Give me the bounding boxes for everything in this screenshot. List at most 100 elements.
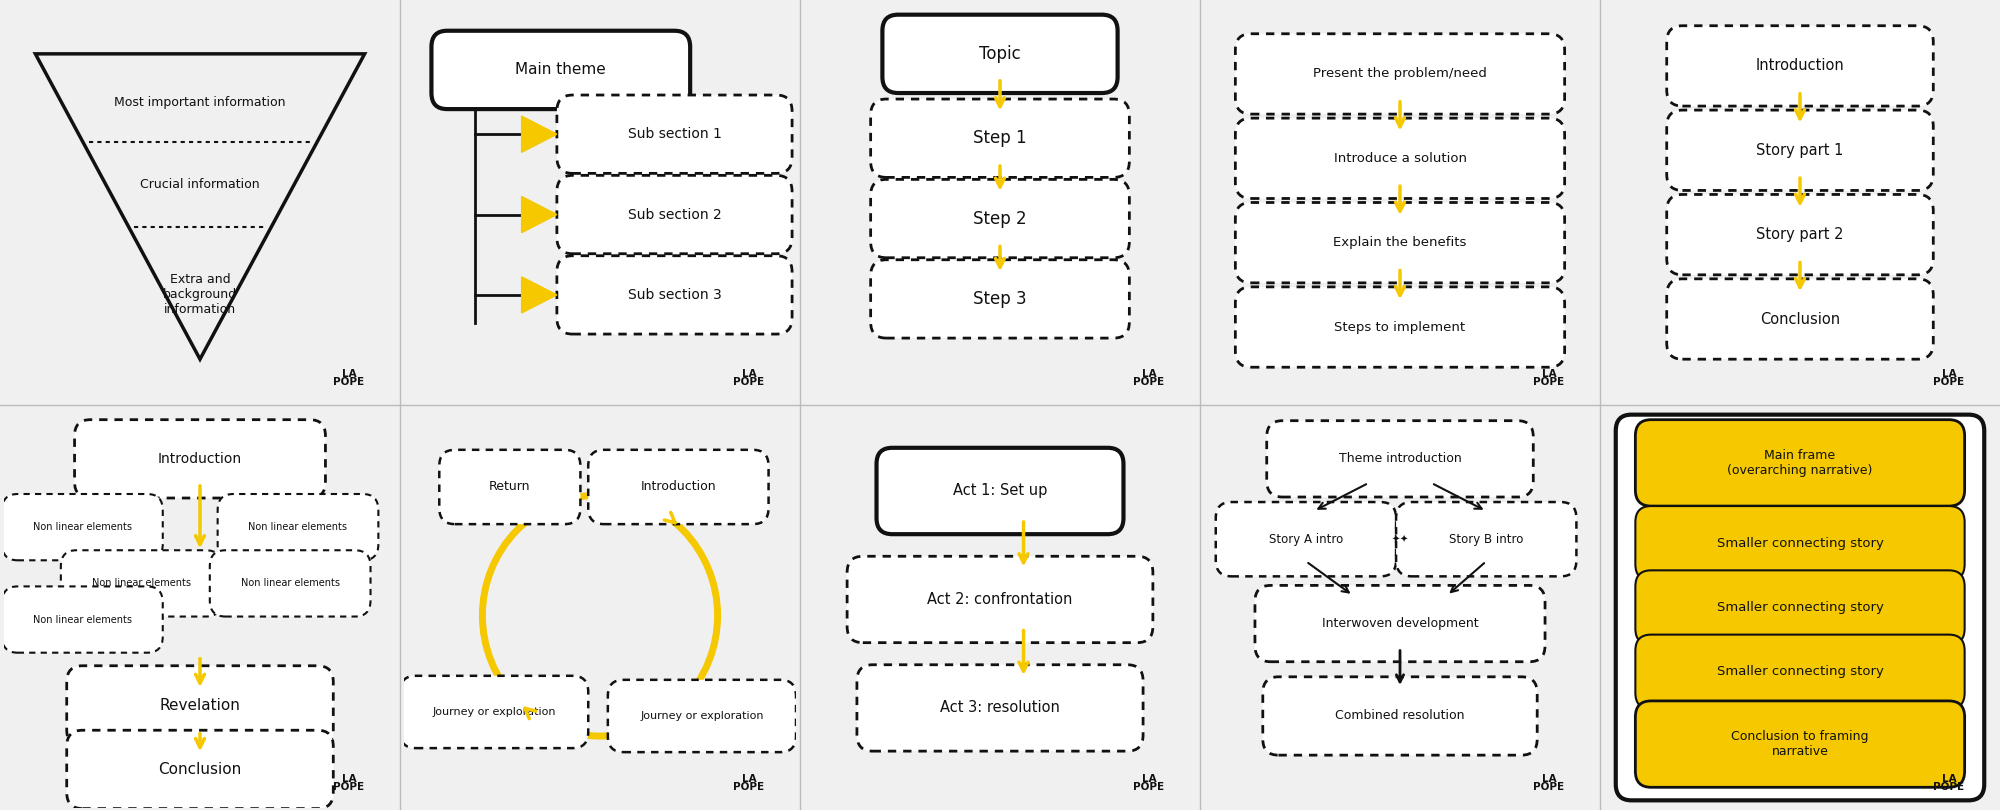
FancyBboxPatch shape bbox=[870, 179, 1130, 258]
Text: Topic: Topic bbox=[980, 45, 1020, 63]
Text: Introduction: Introduction bbox=[158, 452, 242, 466]
FancyBboxPatch shape bbox=[876, 448, 1124, 534]
Text: Main frame
(overarching narrative): Main frame (overarching narrative) bbox=[1728, 449, 1872, 477]
FancyBboxPatch shape bbox=[1666, 279, 1934, 359]
Text: LA
POPE: LA POPE bbox=[334, 774, 364, 792]
Polygon shape bbox=[522, 116, 556, 152]
FancyBboxPatch shape bbox=[556, 95, 792, 173]
FancyBboxPatch shape bbox=[1236, 287, 1564, 367]
Text: Sub section 1: Sub section 1 bbox=[628, 127, 722, 141]
FancyBboxPatch shape bbox=[1236, 34, 1564, 114]
Polygon shape bbox=[522, 277, 556, 313]
Text: Conclusion to framing
narrative: Conclusion to framing narrative bbox=[1732, 730, 1868, 758]
FancyBboxPatch shape bbox=[2, 494, 162, 561]
FancyBboxPatch shape bbox=[1666, 110, 1934, 190]
FancyBboxPatch shape bbox=[848, 556, 1152, 642]
Text: Interwoven development: Interwoven development bbox=[1322, 617, 1478, 630]
FancyBboxPatch shape bbox=[1636, 570, 1964, 645]
Text: LA
POPE: LA POPE bbox=[734, 774, 764, 792]
Text: Smaller connecting story: Smaller connecting story bbox=[1716, 601, 1884, 614]
FancyBboxPatch shape bbox=[1616, 415, 1984, 800]
FancyBboxPatch shape bbox=[556, 256, 792, 334]
Text: Conclusion: Conclusion bbox=[1760, 312, 1840, 326]
Text: Combined resolution: Combined resolution bbox=[1336, 710, 1464, 723]
Text: Step 2: Step 2 bbox=[974, 210, 1026, 228]
Text: LA
POPE: LA POPE bbox=[1934, 369, 1964, 387]
Text: Smaller connecting story: Smaller connecting story bbox=[1716, 665, 1884, 678]
FancyBboxPatch shape bbox=[1666, 194, 1934, 275]
FancyBboxPatch shape bbox=[1236, 202, 1564, 283]
Text: LA
POPE: LA POPE bbox=[1534, 369, 1564, 387]
Text: Act 3: resolution: Act 3: resolution bbox=[940, 701, 1060, 715]
Text: LA
POPE: LA POPE bbox=[1134, 369, 1164, 387]
Text: Story part 1: Story part 1 bbox=[1756, 143, 1844, 158]
FancyBboxPatch shape bbox=[400, 676, 588, 748]
FancyBboxPatch shape bbox=[1266, 420, 1534, 497]
FancyBboxPatch shape bbox=[856, 665, 1144, 751]
Text: Steps to implement: Steps to implement bbox=[1334, 321, 1466, 334]
Polygon shape bbox=[522, 197, 556, 232]
Text: LA
POPE: LA POPE bbox=[1534, 774, 1564, 792]
FancyBboxPatch shape bbox=[870, 99, 1130, 177]
Text: Main theme: Main theme bbox=[516, 62, 606, 78]
Text: LA
POPE: LA POPE bbox=[334, 369, 364, 387]
Text: Introduce a solution: Introduce a solution bbox=[1334, 151, 1466, 164]
Text: Non linear elements: Non linear elements bbox=[32, 522, 132, 532]
FancyBboxPatch shape bbox=[1396, 502, 1576, 577]
Text: Act 2: confrontation: Act 2: confrontation bbox=[928, 592, 1072, 607]
Text: Present the problem/need: Present the problem/need bbox=[1314, 67, 1486, 80]
FancyBboxPatch shape bbox=[1666, 26, 1934, 106]
Text: Story part 2: Story part 2 bbox=[1756, 227, 1844, 242]
FancyBboxPatch shape bbox=[1636, 506, 1964, 581]
Text: Step 3: Step 3 bbox=[974, 290, 1026, 308]
Text: Act 1: Set up: Act 1: Set up bbox=[952, 484, 1048, 498]
Text: Sub section 3: Sub section 3 bbox=[628, 288, 722, 302]
FancyBboxPatch shape bbox=[66, 666, 334, 746]
FancyBboxPatch shape bbox=[1636, 634, 1964, 709]
FancyBboxPatch shape bbox=[432, 31, 690, 109]
Text: Introduction: Introduction bbox=[1756, 58, 1844, 74]
Text: Conclusion: Conclusion bbox=[158, 762, 242, 777]
FancyBboxPatch shape bbox=[1216, 502, 1396, 577]
Text: Introduction: Introduction bbox=[640, 480, 716, 493]
Text: Extra and
background
information: Extra and background information bbox=[162, 274, 238, 317]
FancyBboxPatch shape bbox=[556, 176, 792, 254]
FancyBboxPatch shape bbox=[66, 731, 334, 808]
FancyBboxPatch shape bbox=[440, 450, 580, 524]
FancyBboxPatch shape bbox=[1636, 701, 1964, 787]
Text: Story B intro: Story B intro bbox=[1450, 533, 1524, 546]
Text: LA
POPE: LA POPE bbox=[1934, 774, 1964, 792]
Text: LA
POPE: LA POPE bbox=[734, 369, 764, 387]
Text: Step 1: Step 1 bbox=[974, 130, 1026, 147]
FancyBboxPatch shape bbox=[588, 450, 768, 524]
FancyBboxPatch shape bbox=[60, 550, 222, 616]
Text: Non linear elements: Non linear elements bbox=[248, 522, 348, 532]
Text: Sub section 2: Sub section 2 bbox=[628, 207, 722, 222]
Text: Non linear elements: Non linear elements bbox=[32, 615, 132, 625]
Text: Non linear elements: Non linear elements bbox=[240, 578, 340, 588]
FancyBboxPatch shape bbox=[74, 420, 326, 498]
Text: Crucial information: Crucial information bbox=[140, 178, 260, 191]
Text: Story A intro: Story A intro bbox=[1268, 533, 1344, 546]
FancyBboxPatch shape bbox=[1262, 677, 1538, 755]
FancyBboxPatch shape bbox=[608, 680, 796, 752]
FancyBboxPatch shape bbox=[882, 15, 1118, 93]
Text: LA
POPE: LA POPE bbox=[1134, 774, 1164, 792]
Text: ✦: ✦ bbox=[1400, 535, 1408, 544]
Text: Revelation: Revelation bbox=[160, 698, 240, 714]
Text: Non linear elements: Non linear elements bbox=[92, 578, 190, 588]
FancyBboxPatch shape bbox=[210, 550, 370, 616]
Text: ✦: ✦ bbox=[1392, 535, 1400, 544]
Text: Journey or exploration: Journey or exploration bbox=[640, 711, 764, 721]
FancyBboxPatch shape bbox=[870, 260, 1130, 338]
FancyBboxPatch shape bbox=[1636, 420, 1964, 506]
Text: Smaller connecting story: Smaller connecting story bbox=[1716, 537, 1884, 550]
Text: Most important information: Most important information bbox=[114, 96, 286, 109]
FancyBboxPatch shape bbox=[1236, 118, 1564, 198]
Text: Journey or exploration: Journey or exploration bbox=[432, 707, 556, 717]
FancyBboxPatch shape bbox=[2, 586, 162, 653]
Text: Return: Return bbox=[490, 480, 530, 493]
Text: Explain the benefits: Explain the benefits bbox=[1334, 237, 1466, 249]
FancyBboxPatch shape bbox=[1254, 586, 1546, 662]
FancyBboxPatch shape bbox=[218, 494, 378, 561]
